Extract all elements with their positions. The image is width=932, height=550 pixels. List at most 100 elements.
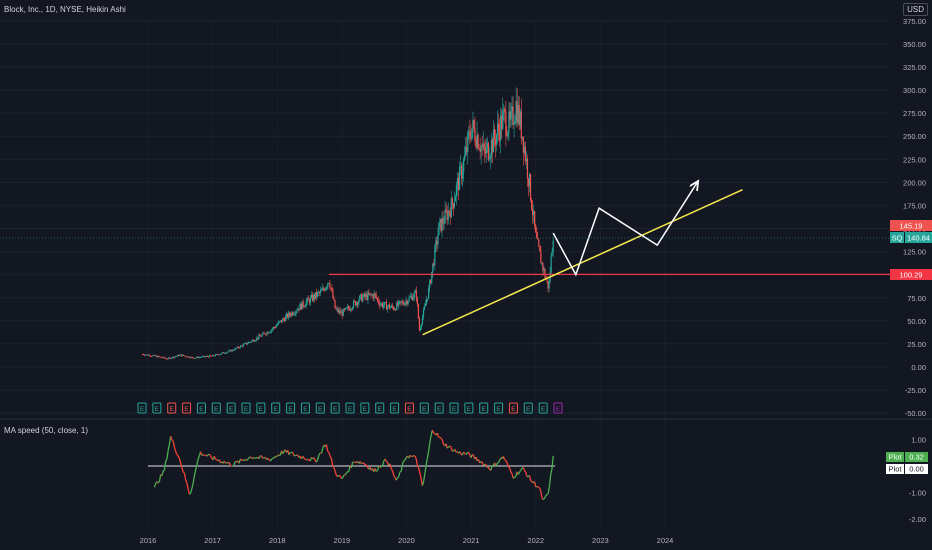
indicator-segment [531,481,534,484]
candle-body [247,342,250,344]
plot2-label-badge [886,464,904,474]
indicator-segment [502,456,506,461]
plot-label-badge [886,452,904,462]
candle-body [377,298,379,303]
time-axis[interactable]: 2016 2017 2018 2019 2020 2021 2022 2023 2024 [140,536,674,545]
candle-body [206,356,209,357]
candle-body [467,132,469,152]
candle-body [220,353,222,355]
indicator-segment [512,476,515,479]
indicator-segment [543,495,547,499]
candle-body [336,308,338,310]
candle-body [155,355,157,357]
candle-body [493,129,496,140]
candle-body [166,358,168,360]
candle-body [188,356,190,358]
candle-body [248,342,251,343]
last-price-value: 140.84 [907,234,930,243]
candle-body [353,300,356,302]
candle-body [433,263,435,266]
candle-body [281,318,284,323]
projection-path[interactable] [552,182,697,277]
indicator-segment [519,469,522,473]
earnings-icon: E [449,402,459,414]
candle-body [275,325,277,328]
indicator-axis[interactable]: 1.00 -1.00 -2.00 [909,436,926,525]
indicator-segment [267,457,270,460]
earnings-icon-letter: E [452,406,457,413]
indicator-segment [520,467,523,471]
plot-label: Plot [889,453,903,462]
candle-body [434,246,436,266]
indicator-segment [223,460,227,464]
candle-body [474,128,476,142]
candle-body [551,251,553,256]
indicator-segment [449,445,452,448]
candle-body [325,287,327,291]
candle-body [282,318,285,320]
candle-body [308,299,310,304]
candle-body [332,290,334,299]
candle-body [253,339,255,342]
candle-body [245,342,248,345]
candle-body [153,354,155,356]
candle-body [146,354,148,356]
candle-body [331,288,333,291]
candle-body [415,290,417,299]
earnings-icon-frame [404,402,414,414]
earnings-icon: E [538,402,548,414]
indicator-segment [419,472,422,479]
candle-body [265,334,267,336]
indicator-segment [359,461,362,464]
candle-body [264,333,266,335]
indicator-segment [389,463,392,470]
indicator-segment [401,460,405,465]
trend-line[interactable] [422,189,743,336]
indicator-segment [333,467,336,472]
indicator-segment [166,450,169,460]
candle-body [445,209,447,211]
candle-body [294,313,296,315]
indicator-segment [339,475,342,479]
earnings-icon-letter: E [288,406,293,413]
indicator-segment [465,452,468,455]
indicator-segment [315,459,319,463]
indicator-segment [542,497,545,501]
time-tick-label: 2020 [398,536,415,545]
candle-body [317,292,320,293]
candle-body [443,223,445,225]
candle-body [396,302,398,311]
candle-body [492,129,495,153]
candle-body [273,327,275,328]
indicator-segment [163,461,167,471]
candle-body [455,184,458,197]
candle-body [251,340,253,343]
indicator-segment [176,453,179,457]
indicator-segment [282,450,285,455]
indicator-segment [185,479,188,484]
currency-button[interactable]: USD [903,3,928,16]
candle-body [382,305,384,308]
candle-body [359,295,361,301]
indicator-segment [303,457,306,460]
candle-body [522,136,524,153]
candle-body [506,135,508,137]
candle-body [257,337,259,339]
indicator-segment [363,462,366,466]
indicator-segment [393,475,396,478]
candle-body [305,301,307,306]
candle-body [326,286,328,288]
price-axis[interactable]: 375.00 350.00 325.00 300.00 275.00 250.00 225.… [903,17,926,418]
earnings-icon-letter: E [244,406,249,413]
candle-body [373,293,375,299]
earnings-icon: E [167,402,177,414]
earnings-icon-letter: E [526,406,531,413]
candle-body [297,308,299,311]
candle-body [346,306,348,308]
earnings-icon-frame [241,402,251,414]
candle-body [451,198,453,204]
indicator-segment [205,454,208,457]
candle-body [402,301,404,304]
candle-body [436,240,438,245]
